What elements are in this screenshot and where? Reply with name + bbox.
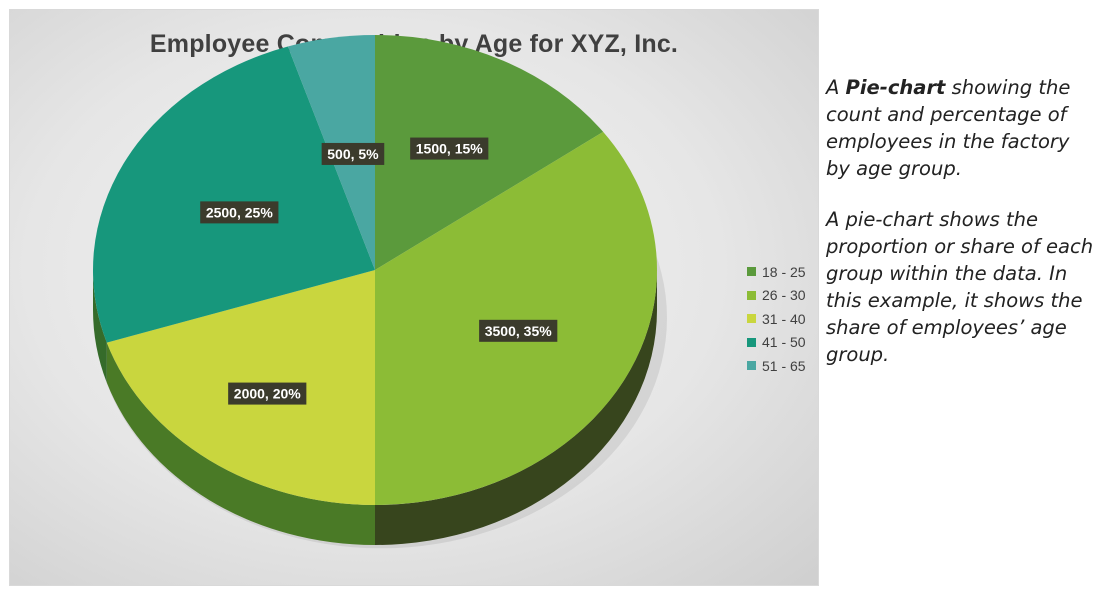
legend-swatch — [747, 361, 756, 371]
data-label-text: 500, 5% — [327, 146, 379, 162]
legend-item: 41 - 50 — [747, 331, 806, 355]
data-label-box — [228, 382, 307, 405]
legend-swatch — [747, 267, 756, 277]
description-paragraph-2: A pie-chart shows the proportion or shar… — [826, 208, 1094, 366]
data-label-box — [200, 201, 279, 224]
data-label: 3500, 35% — [479, 319, 558, 342]
data-label-box — [321, 142, 385, 165]
data-label: 500, 5% — [321, 142, 385, 165]
data-label-text: 3500, 35% — [485, 323, 552, 339]
legend: 18 - 25 26 - 30 31 - 40 41 - 50 51 - 65 — [747, 260, 806, 378]
legend-label: 31 - 40 — [762, 310, 806, 327]
legend-item: 18 - 25 — [747, 260, 806, 284]
legend-item: 26 - 30 — [747, 284, 806, 308]
description-text: A Pie-chart showing the count and percen… — [826, 74, 1094, 392]
pie-slice-41-50 — [93, 46, 375, 343]
legend-item: 31 - 40 — [747, 307, 806, 331]
data-label-text: 1500, 15% — [416, 141, 483, 157]
data-label-text: 2000, 20% — [234, 386, 301, 402]
legend-item: 51 - 65 — [747, 354, 806, 378]
chart-panel: Employee Composition by Age for XYZ, Inc… — [9, 9, 819, 586]
data-label: 2000, 20% — [228, 382, 307, 405]
legend-swatch — [747, 314, 756, 324]
pie-chart-emphasis: Pie-chart — [845, 76, 946, 99]
pie-slice-26-30 — [375, 131, 657, 505]
pie-side-26-30 — [375, 270, 657, 545]
data-label: 1500, 15% — [410, 137, 489, 160]
legend-label: 18 - 25 — [762, 263, 806, 280]
pie-side-41-50 — [93, 270, 107, 383]
description-paragraph-1: A Pie-chart showing the count and percen… — [826, 76, 1071, 180]
pie-slice-18-25 — [375, 35, 604, 270]
legend-swatch — [747, 290, 756, 300]
data-label-box — [410, 137, 489, 160]
legend-label: 41 - 50 — [762, 334, 806, 351]
legend-label: 51 - 65 — [762, 357, 806, 374]
data-label: 2500, 25% — [200, 201, 279, 224]
data-label-text: 2500, 25% — [206, 204, 273, 220]
pie-side-31-40 — [106, 342, 375, 545]
pie-chart: 1500, 15% 3500, 35% 2000, 20% 2500, 25% 500,… — [93, 35, 667, 549]
legend-swatch — [747, 337, 756, 347]
data-label-box — [479, 319, 558, 342]
legend-label: 26 - 30 — [762, 287, 806, 304]
